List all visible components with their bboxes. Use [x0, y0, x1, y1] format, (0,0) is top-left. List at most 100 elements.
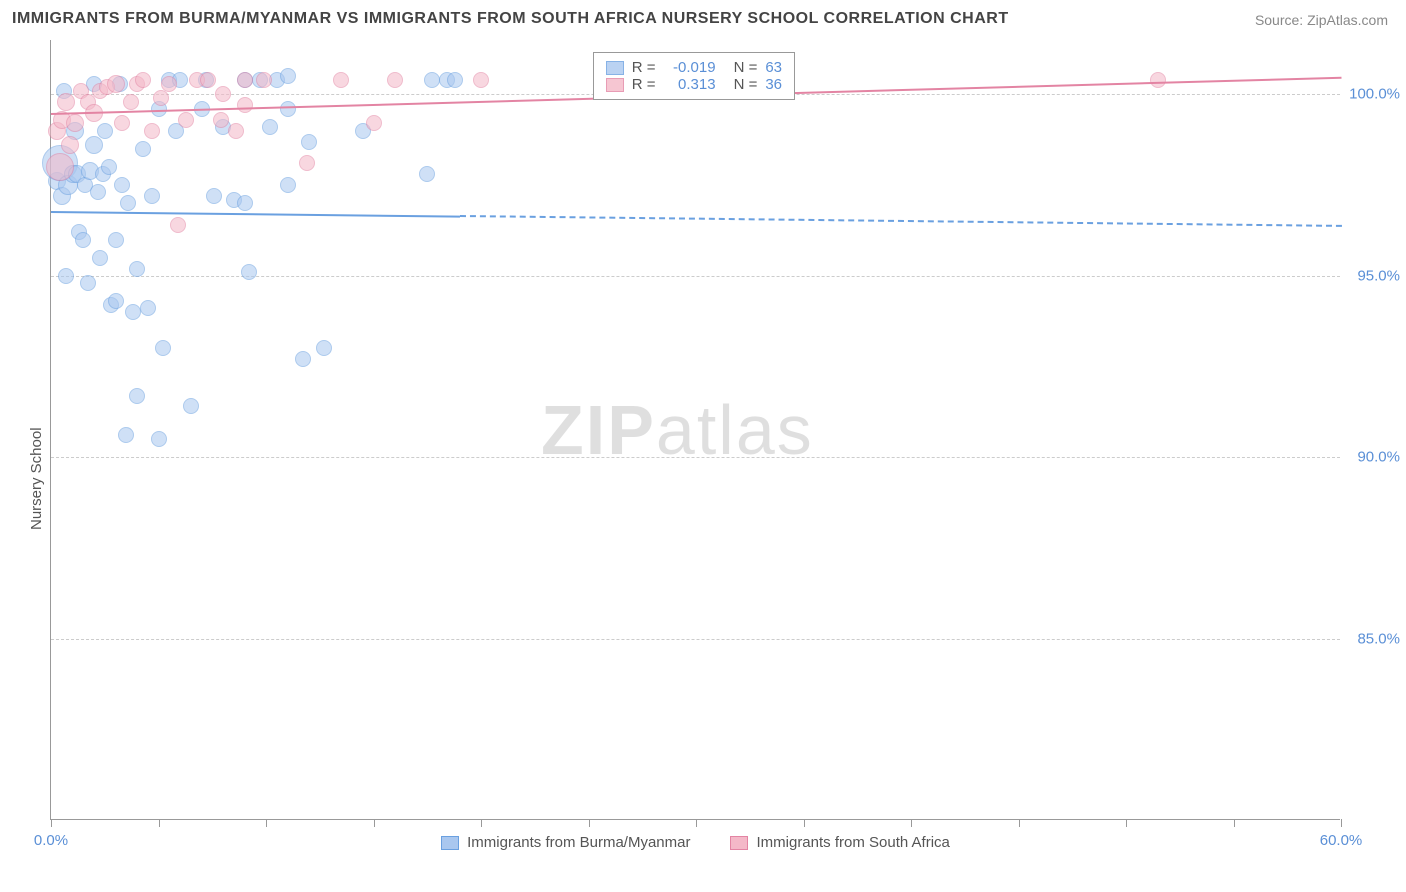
- y-tick-label: 100.0%: [1349, 86, 1400, 103]
- scatter-point: [107, 75, 125, 93]
- x-tick: [374, 819, 375, 827]
- legend-r-prefix: R =: [632, 76, 656, 93]
- legend-n-prefix: N =: [734, 76, 758, 93]
- scatter-point: [215, 86, 231, 102]
- scatter-point: [280, 68, 296, 84]
- legend-r-value: -0.019: [664, 59, 716, 76]
- scatter-point: [237, 97, 253, 113]
- legend-item-series-0: Immigrants from Burma/Myanmar: [441, 834, 690, 851]
- y-tick-label: 85.0%: [1357, 630, 1400, 647]
- scatter-point: [155, 340, 171, 356]
- scatter-point: [206, 188, 222, 204]
- x-tick: [911, 819, 912, 827]
- scatter-point: [114, 177, 130, 193]
- scatter-point: [140, 300, 156, 316]
- scatter-point: [424, 72, 440, 88]
- scatter-point: [57, 93, 75, 111]
- scatter-point: [447, 72, 463, 88]
- x-tick: [589, 819, 590, 827]
- scatter-point: [280, 101, 296, 117]
- scatter-point: [256, 72, 272, 88]
- scatter-point: [295, 351, 311, 367]
- legend-row: R =-0.019N =63: [606, 59, 782, 76]
- x-tick: [51, 819, 52, 827]
- correlation-legend: R = -0.019 N = 63R = 0.313 N = 36: [593, 52, 795, 100]
- scatter-point: [200, 72, 216, 88]
- legend-item-series-1: Immigrants from South Africa: [730, 834, 949, 851]
- x-tick-label: 0.0%: [34, 832, 68, 849]
- scatter-point: [1150, 72, 1166, 88]
- legend-label-0: Immigrants from Burma/Myanmar: [467, 834, 690, 851]
- scatter-point: [262, 119, 278, 135]
- scatter-point: [301, 134, 317, 150]
- scatter-point: [419, 166, 435, 182]
- scatter-point: [213, 112, 229, 128]
- scatter-point: [118, 427, 134, 443]
- x-tick: [1019, 819, 1020, 827]
- scatter-point: [366, 115, 382, 131]
- scatter-point: [316, 340, 332, 356]
- scatter-point: [123, 94, 139, 110]
- scatter-point: [183, 398, 199, 414]
- scatter-point: [135, 72, 151, 88]
- scatter-point: [237, 72, 253, 88]
- y-tick-label: 90.0%: [1357, 449, 1400, 466]
- x-tick: [1341, 819, 1342, 827]
- scatter-point: [473, 72, 489, 88]
- legend-n-prefix: N =: [734, 59, 758, 76]
- scatter-point: [153, 90, 169, 106]
- source-label: Source: ZipAtlas.com: [1255, 12, 1388, 28]
- legend-swatch: [606, 61, 624, 75]
- scatter-point: [125, 304, 141, 320]
- scatter-point: [333, 72, 349, 88]
- x-tick: [1234, 819, 1235, 827]
- scatter-point: [85, 136, 103, 154]
- chart-title: IMMIGRANTS FROM BURMA/MYANMAR VS IMMIGRA…: [12, 10, 1009, 28]
- gridline: [51, 457, 1340, 458]
- legend-swatch-1: [730, 836, 748, 850]
- x-tick: [159, 819, 160, 827]
- legend-n-value: 36: [765, 76, 782, 93]
- scatter-point: [178, 112, 194, 128]
- scatter-point: [108, 293, 124, 309]
- bottom-legend: Immigrants from Burma/Myanmar Immigrants…: [51, 834, 1340, 851]
- scatter-point: [120, 195, 136, 211]
- scatter-point: [61, 136, 79, 154]
- scatter-point: [90, 184, 106, 200]
- scatter-point: [101, 159, 117, 175]
- scatter-point: [228, 123, 244, 139]
- legend-r-value: 0.313: [664, 76, 716, 93]
- y-axis-label: Nursery School: [28, 427, 45, 530]
- scatter-point: [299, 155, 315, 171]
- scatter-point: [237, 195, 253, 211]
- scatter-point: [75, 232, 91, 248]
- legend-n-value: 63: [765, 59, 782, 76]
- scatter-point: [170, 217, 186, 233]
- scatter-point: [108, 232, 124, 248]
- scatter-point: [161, 76, 177, 92]
- x-tick-label: 60.0%: [1320, 832, 1363, 849]
- legend-swatch: [606, 78, 624, 92]
- x-tick: [266, 819, 267, 827]
- trend-line: [459, 215, 1341, 227]
- chart-plot-area: ZIPatlas Immigrants from Burma/Myanmar I…: [50, 40, 1340, 820]
- scatter-point: [92, 250, 108, 266]
- scatter-point: [280, 177, 296, 193]
- x-tick: [481, 819, 482, 827]
- x-tick: [1126, 819, 1127, 827]
- legend-swatch-0: [441, 836, 459, 850]
- scatter-point: [144, 188, 160, 204]
- scatter-point: [129, 261, 145, 277]
- scatter-point: [46, 153, 74, 181]
- legend-row: R = 0.313 N = 36: [606, 76, 782, 93]
- scatter-point: [97, 123, 113, 139]
- scatter-point: [387, 72, 403, 88]
- scatter-point: [135, 141, 151, 157]
- x-tick: [804, 819, 805, 827]
- scatter-point: [241, 264, 257, 280]
- scatter-point: [66, 114, 84, 132]
- y-tick-label: 95.0%: [1357, 267, 1400, 284]
- scatter-point: [58, 268, 74, 284]
- scatter-point: [80, 275, 96, 291]
- scatter-point: [151, 431, 167, 447]
